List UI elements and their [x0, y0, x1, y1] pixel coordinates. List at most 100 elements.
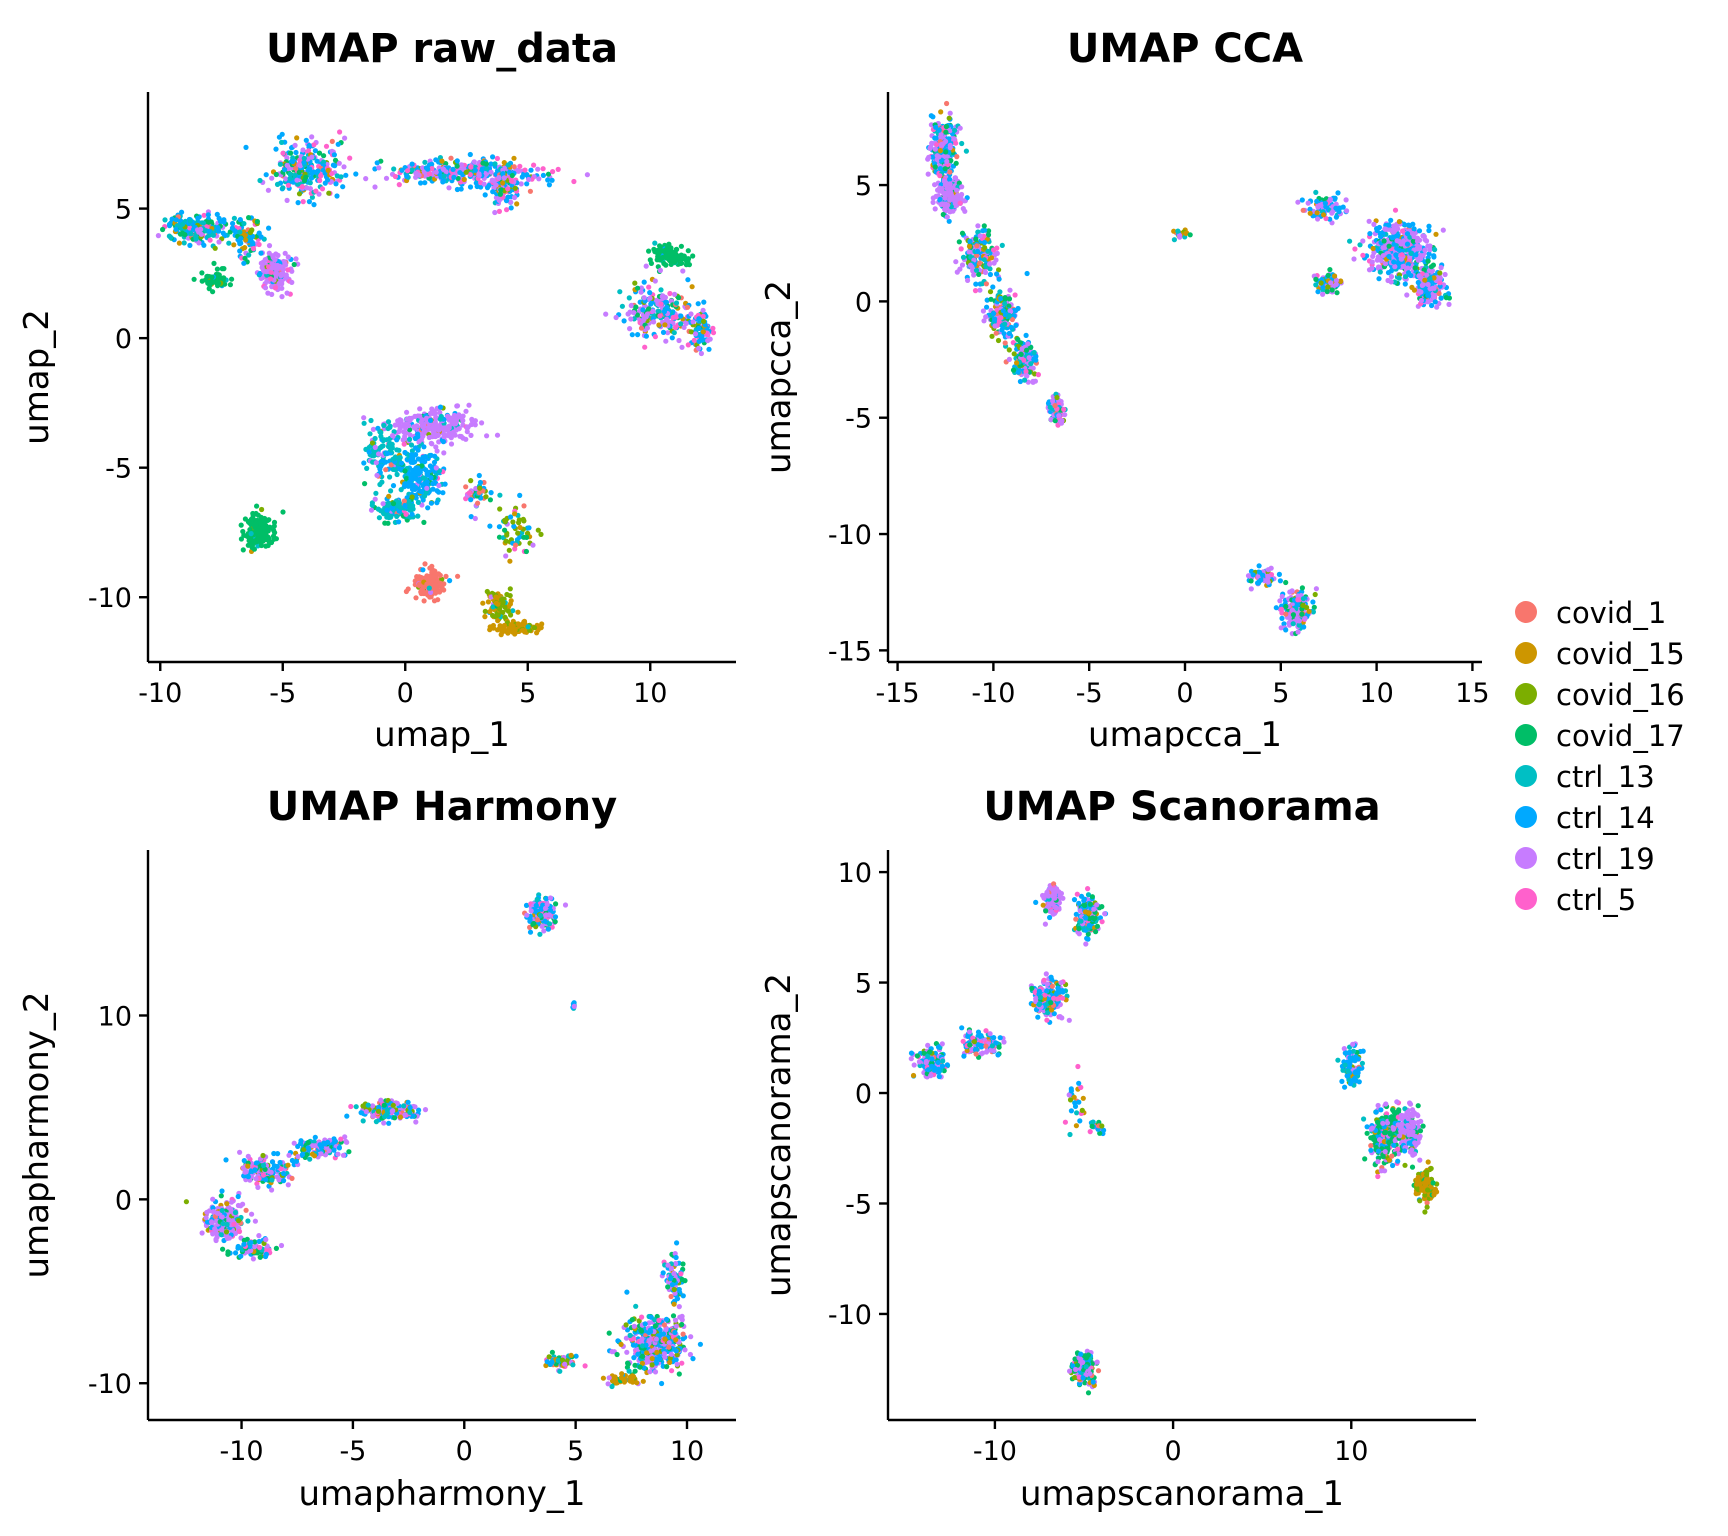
point: [248, 531, 254, 537]
point: [406, 479, 413, 485]
point: [483, 494, 489, 500]
point: [296, 169, 302, 175]
point: [932, 164, 938, 170]
point: [530, 542, 536, 548]
point: [498, 632, 504, 638]
point: [417, 413, 423, 419]
point: [402, 449, 408, 456]
point: [995, 337, 1002, 344]
point: [369, 453, 375, 459]
point: [490, 625, 497, 631]
point: [290, 155, 296, 161]
point: [975, 223, 981, 229]
point: [998, 315, 1004, 321]
point: [257, 270, 263, 277]
point: [257, 529, 263, 535]
point: [501, 625, 507, 632]
point: [211, 260, 217, 266]
panel-title: UMAP CCA: [1067, 26, 1303, 72]
point: [1002, 301, 1008, 307]
point: [643, 263, 649, 269]
point: [977, 233, 983, 239]
point: [230, 220, 236, 227]
point: [246, 215, 252, 221]
point: [1404, 292, 1410, 298]
point: [1007, 308, 1013, 314]
point: [242, 232, 248, 238]
point: [1018, 351, 1024, 357]
point: [1418, 289, 1424, 295]
point: [240, 547, 246, 553]
point: [992, 316, 998, 322]
point: [640, 307, 646, 313]
point: [695, 301, 701, 307]
point: [1419, 282, 1425, 288]
point: [1395, 226, 1401, 232]
point: [409, 167, 415, 173]
point: [930, 114, 936, 120]
point: [423, 467, 429, 473]
point: [1305, 200, 1311, 206]
point: [289, 279, 295, 285]
point: [1315, 289, 1321, 295]
point: [256, 537, 262, 543]
point: [259, 506, 265, 513]
point: [421, 428, 427, 434]
point: [657, 267, 664, 273]
point: [1431, 285, 1437, 291]
point: [993, 257, 999, 263]
point: [958, 246, 964, 252]
point: [1376, 276, 1382, 282]
point: [402, 502, 408, 509]
point: [388, 488, 394, 494]
point: [1301, 624, 1307, 630]
point: [517, 492, 523, 498]
point: [493, 600, 499, 606]
point: [495, 612, 501, 618]
x-tick-label: 0: [397, 678, 414, 709]
point: [409, 161, 415, 167]
point: [379, 458, 385, 464]
point: [643, 333, 650, 339]
point: [1433, 231, 1439, 237]
point: [517, 524, 523, 531]
point: [497, 606, 503, 612]
point: [1317, 203, 1323, 209]
point: [679, 260, 685, 266]
point: [385, 443, 392, 450]
point: [672, 291, 678, 297]
point: [1313, 189, 1319, 195]
point: [1427, 243, 1433, 249]
point: [280, 150, 286, 156]
point: [545, 177, 551, 183]
point: [301, 178, 308, 184]
point: [1389, 235, 1395, 241]
point: [429, 563, 435, 569]
point: [482, 608, 488, 615]
point: [1307, 210, 1313, 216]
point: [388, 462, 394, 468]
point: [391, 166, 397, 172]
point: [285, 267, 291, 273]
point: [407, 436, 413, 442]
point: [1024, 270, 1030, 277]
point: [397, 455, 403, 461]
point: [496, 208, 502, 214]
point: [448, 441, 455, 447]
point: [397, 466, 403, 472]
point: [392, 173, 398, 180]
point: [1375, 256, 1382, 262]
point: [485, 599, 491, 605]
point: [406, 503, 412, 509]
point: [468, 164, 474, 170]
point: [295, 200, 301, 206]
point: [315, 168, 321, 174]
point: [1260, 572, 1266, 578]
point: [273, 146, 279, 152]
point: [475, 500, 481, 506]
point: [380, 509, 386, 515]
point: [284, 290, 290, 296]
point: [501, 160, 507, 166]
point: [377, 445, 383, 451]
point: [642, 344, 648, 350]
